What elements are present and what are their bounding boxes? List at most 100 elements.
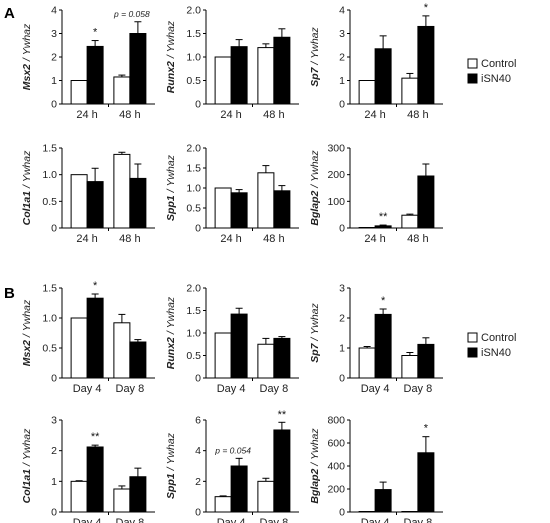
y-tick-label: 600 — [327, 438, 345, 450]
bar-control — [401, 355, 419, 379]
y-axis-suffix: / Ywhaz — [21, 150, 33, 191]
bar-isn40 — [230, 465, 248, 513]
y-tick-label: 0 — [339, 373, 345, 385]
bar-control — [401, 77, 419, 105]
bar-control — [358, 80, 376, 105]
bar-isn40 — [86, 181, 104, 229]
bar-isn40 — [273, 337, 291, 379]
y-axis-suffix: / Ywhaz — [309, 302, 321, 343]
x-tick-label: Day 4 — [73, 517, 102, 523]
bar-isn40 — [374, 313, 392, 379]
bar-control — [113, 488, 131, 513]
y-axis-suffix: / Ywhaz — [21, 23, 33, 64]
y-tick-label: 1.5 — [186, 163, 201, 175]
chart-a-bglap2: Bglap2 / Ywhaz 0 100 200 300 24 h 48 h ** — [309, 143, 443, 245]
legend-label-control: Control — [481, 58, 516, 70]
y-tick-label: 1.0 — [42, 169, 57, 181]
legend-b: Control iSN40 — [467, 332, 516, 359]
bar-isn40 — [129, 341, 147, 379]
legend-swatch-isn40 — [467, 73, 478, 84]
y-axis-suffix: / Ywhaz — [165, 432, 177, 473]
y-tick-label: 0.5 — [186, 75, 201, 87]
bar-control — [113, 153, 131, 229]
x-tick-label: 48 h — [119, 109, 140, 121]
chart-a-msx2: Msx2 / Ywhaz 0 1 2 3 4 24 h 48 h * p = 0.058 — [21, 5, 155, 121]
y-tick-label: 0.5 — [186, 203, 201, 215]
x-tick-label: Day 4 — [217, 517, 246, 523]
y-tick-label: 2.0 — [186, 5, 201, 17]
bar-isn40 — [86, 446, 104, 513]
y-tick-label: 1 — [339, 75, 345, 87]
y-axis-gene: Spp1 — [165, 473, 177, 499]
bar-isn40 — [417, 452, 435, 513]
chart-b-msx2: Msx2 / Ywhaz 0 0.5 1.0 1.5 Day 4 Day 8 * — [21, 280, 155, 395]
bar-control — [70, 317, 88, 379]
y-tick-label: 0 — [195, 223, 201, 235]
y-axis-label: Bglap2 / Ywhaz — [309, 150, 321, 226]
y-tick-label: 200 — [327, 484, 345, 496]
y-axis-suffix: / Ywhaz — [165, 296, 177, 337]
y-tick-label: 0 — [51, 507, 57, 519]
bar-isn40 — [86, 297, 104, 379]
bar-control — [358, 227, 376, 229]
y-tick-label: 0 — [195, 507, 201, 519]
chart-b-sp7: Sp7 / Ywhaz 0 1 2 3 Day 4 Day 8 * — [309, 283, 443, 395]
y-axis-gene: Spp1 — [165, 195, 177, 221]
bar-isn40 — [230, 192, 248, 229]
y-tick-label: 2 — [195, 476, 201, 488]
significance-marker: ** — [379, 211, 388, 223]
panel-letter-a: A — [4, 5, 15, 22]
y-axis-label: Spp1 / Ywhaz — [165, 154, 177, 221]
legend-a: Control iSN40 — [467, 58, 516, 85]
p-value-label: p = 0.054 — [214, 445, 251, 455]
bar-isn40 — [129, 476, 147, 513]
x-tick-label: 48 h — [119, 233, 140, 245]
bar-control — [358, 347, 376, 379]
x-tick-label: Day 4 — [361, 517, 390, 523]
y-tick-label: 100 — [327, 196, 345, 208]
x-tick-label: 48 h — [407, 109, 428, 121]
bar-control — [214, 496, 232, 513]
bar-control — [70, 174, 88, 229]
y-axis-suffix: / Ywhaz — [309, 428, 321, 469]
y-tick-label: 200 — [327, 169, 345, 181]
y-axis-gene: Col1a1 — [21, 191, 33, 226]
bar-control — [257, 172, 275, 229]
bar-control — [401, 214, 419, 229]
bar-isn40 — [374, 48, 392, 105]
y-axis-gene: Runx2 — [165, 61, 177, 93]
y-tick-label: 6 — [195, 415, 201, 427]
significance-marker: * — [381, 295, 386, 307]
x-tick-label: 24 h — [220, 109, 241, 121]
y-axis-label: Spp1 / Ywhaz — [165, 432, 177, 499]
bar-control — [214, 332, 232, 379]
y-tick-label: 4 — [195, 445, 201, 457]
y-axis-gene: Col1a1 — [21, 469, 33, 504]
y-tick-label: 0.5 — [186, 350, 201, 362]
y-axis-suffix: / Ywhaz — [165, 154, 177, 195]
bar-isn40 — [374, 225, 392, 229]
bar-isn40 — [86, 45, 104, 105]
y-axis-label: Msx2 / Ywhaz — [21, 299, 33, 366]
y-tick-label: 0 — [339, 223, 345, 235]
x-tick-label: Day 4 — [217, 383, 246, 395]
y-tick-label: 1.5 — [42, 283, 57, 295]
y-tick-label: 2.0 — [186, 143, 201, 155]
y-tick-label: 0.5 — [42, 343, 57, 355]
x-tick-label: 24 h — [364, 109, 385, 121]
y-tick-label: 1.0 — [186, 183, 201, 195]
bar-isn40 — [417, 343, 435, 379]
bar-control — [257, 47, 275, 105]
bar-isn40 — [129, 177, 147, 229]
chart-b-spp1: Spp1 / Ywhaz 0 2 4 6 Day 4 Day 8 p = 0.054 ** — [165, 409, 299, 523]
bar-isn40 — [417, 25, 435, 105]
p-value-label: p = 0.058 — [113, 9, 150, 19]
y-tick-label: 1.0 — [42, 313, 57, 325]
charts: Msx2 / Ywhaz 0 1 2 3 4 24 h 48 h * p = 0.058 Runx2… — [21, 2, 443, 523]
y-tick-label: 1.0 — [186, 52, 201, 64]
y-axis-suffix: / Ywhaz — [309, 150, 321, 191]
legend-swatch-isn40 — [467, 347, 478, 358]
y-tick-label: 800 — [327, 415, 345, 427]
y-tick-label: 3 — [51, 415, 57, 427]
